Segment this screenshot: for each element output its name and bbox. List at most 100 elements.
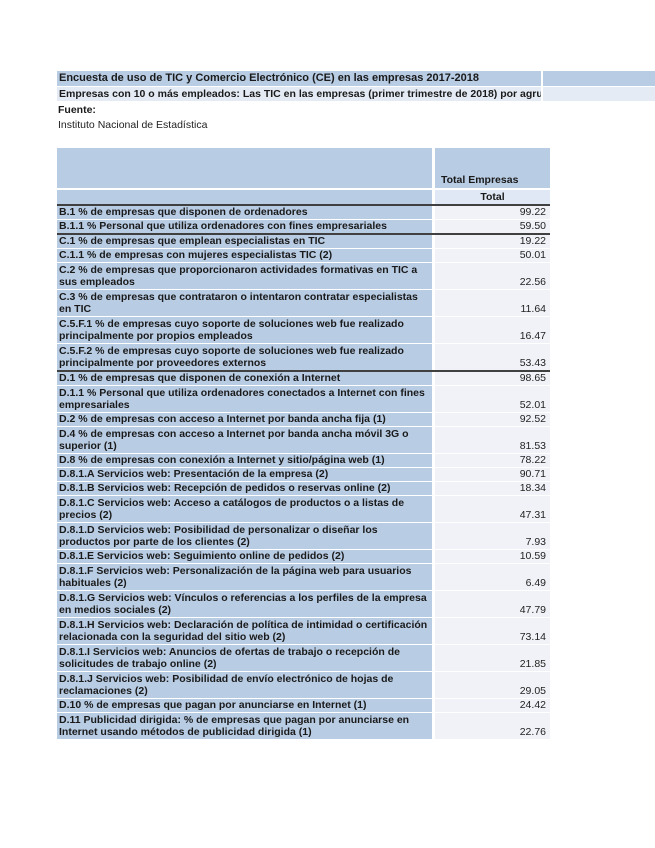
table-row: D.8.1.D Servicios web: Posibilidad de pe… [57,523,550,549]
row-label: C.5.F.2 % de empresas cuyo soporte de so… [57,344,432,370]
row-label: C.1 % de empresas que emplean especialis… [57,235,432,248]
row-value: 10.59 [435,550,550,563]
column-gap [432,672,435,698]
table-row: C.5.F.2 % de empresas cuyo soporte de so… [57,344,550,370]
row-label: D.8.1.B Servicios web: Recepción de pedi… [57,482,432,495]
row-label: D.8.1.G Servicios web: Vínculos o refere… [57,591,432,617]
row-label: C.5.F.1 % de empresas cuyo soporte de so… [57,317,432,343]
row-label: D.2 % de empresas con acceso a Internet … [57,413,432,426]
row-label: D.8.1.I Servicios web: Anuncios de ofert… [57,645,432,671]
cell-seam [541,87,543,101]
row-value: 53.43 [435,344,550,370]
row-label: D.11 Publicidad dirigida: % de empresas … [57,713,432,739]
column-gap [432,220,435,233]
table-row: D.8.1.C Servicios web: Acceso a catálogo… [57,496,550,522]
source-name: Instituto Nacional de Estadística [58,119,208,131]
column-gap [432,290,435,316]
table-row: D.8.1.A Servicios web: Presentación de l… [57,468,550,481]
row-label: D.1 % de empresas que disponen de conexi… [57,372,432,385]
column-gap [432,427,435,453]
row-value: 52.01 [435,386,550,412]
table-row: B.1.1 % Personal que utiliza ordenadores… [57,220,550,233]
column-gap [432,699,435,712]
table-row: D.8.1.I Servicios web: Anuncios de ofert… [57,645,550,671]
column-gap [432,206,435,219]
page-title: Encuesta de uso de TIC y Comercio Electr… [57,71,541,86]
table-row: D.8.1.H Servicios web: Declaración de po… [57,618,550,644]
table-group: D.1 % de empresas que disponen de conexi… [57,372,550,739]
column-gap [432,190,435,204]
row-value: 73.14 [435,618,550,644]
source-label: Fuente: [58,104,96,116]
table-row: C.5.F.1 % de empresas cuyo soporte de so… [57,317,550,343]
row-value: 21.85 [435,645,550,671]
row-label: B.1.1 % Personal que utiliza ordenadores… [57,220,432,233]
row-value: 29.05 [435,672,550,698]
row-label: D.10 % de empresas que pagan por anuncia… [57,699,432,712]
row-label: D.1.1 % Personal que utiliza ordenadores… [57,386,432,412]
table-row: D.8.1.B Servicios web: Recepción de pedi… [57,482,550,495]
row-value: 81.53 [435,427,550,453]
table-row: B.1 % de empresas que disponen de ordena… [57,206,550,219]
table-row: D.8 % de empresas con conexión a Interne… [57,454,550,467]
table-row: D.4 % de empresas con acceso a Internet … [57,427,550,453]
column-gap [432,413,435,426]
cell-seam [541,71,543,86]
row-value: 18.34 [435,482,550,495]
subtitle-band: Empresas con 10 o más empleados: Las TIC… [57,87,655,101]
row-label: D.8.1.A Servicios web: Presentación de l… [57,468,432,481]
row-value: 98.65 [435,372,550,385]
row-value: 90.71 [435,468,550,481]
column-gap [432,148,435,188]
column-group-header: Total Empresas [435,148,550,188]
column-gap [432,317,435,343]
row-value: 50.01 [435,249,550,262]
column-gap [432,468,435,481]
column-gap [432,523,435,549]
table-group: B.1 % de empresas que disponen de ordena… [57,206,550,235]
subtitle-band-extension [543,87,655,101]
table-row: C.1.1 % de empresas con mujeres especial… [57,249,550,262]
column-gap [432,263,435,289]
column-gap [432,235,435,248]
row-value: 92.52 [435,413,550,426]
row-value: 22.76 [435,713,550,739]
column-gap [432,249,435,262]
row-label: D.8.1.J Servicios web: Posibilidad de en… [57,672,432,698]
row-label: B.1 % de empresas que disponen de ordena… [57,206,432,219]
column-gap [432,482,435,495]
table-row: D.8.1.E Servicios web: Seguimiento onlin… [57,550,550,563]
row-label: D.8.1.E Servicios web: Seguimiento onlin… [57,550,432,563]
table-row: D.2 % de empresas con acceso a Internet … [57,413,550,426]
column-gap [432,713,435,739]
row-label: D.8.1.H Servicios web: Declaración de po… [57,618,432,644]
row-value: 47.79 [435,591,550,617]
column-gap [432,645,435,671]
section-rule [57,204,550,206]
row-value: 19.22 [435,235,550,248]
row-label: D.8.1.F Servicios web: Personalización d… [57,564,432,590]
row-label: D.8.1.D Servicios web: Posibilidad de pe… [57,523,432,549]
data-table: Total Empresas Total B.1 % de empresas q… [57,148,550,739]
table-row: C.2 % de empresas que proporcionaron act… [57,263,550,289]
row-label: D.8.1.C Servicios web: Acceso a catálogo… [57,496,432,522]
table-row: D.1.1 % Personal que utiliza ordenadores… [57,386,550,412]
row-label: C.3 % de empresas que contrataron o inte… [57,290,432,316]
column-gap [432,564,435,590]
row-value: 78.22 [435,454,550,467]
title-band: Encuesta de uso de TIC y Comercio Electr… [57,71,655,86]
row-value: 59.50 [435,220,550,233]
column-gap [432,591,435,617]
table-row: D.11 Publicidad dirigida: % de empresas … [57,713,550,739]
subheader-label-cell [57,190,432,204]
column-gap [432,454,435,467]
column-subheader: Total [435,190,550,204]
table-row: D.8.1.G Servicios web: Vínculos o refere… [57,591,550,617]
row-value: 7.93 [435,523,550,549]
row-value: 16.47 [435,317,550,343]
column-gap [432,618,435,644]
table-row: D.8.1.J Servicios web: Posibilidad de en… [57,672,550,698]
row-value: 99.22 [435,206,550,219]
row-value: 47.31 [435,496,550,522]
